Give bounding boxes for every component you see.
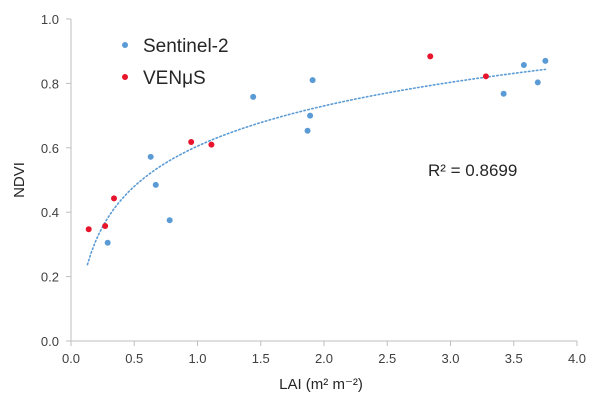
data-point-sentinel-2 xyxy=(309,77,316,84)
legend-label-venus: VENμS xyxy=(143,68,206,89)
r-squared-annotation: R² = 0.8699 xyxy=(428,161,517,180)
y-tick-label: 0.8 xyxy=(41,76,59,91)
data-point-ven-s xyxy=(111,195,118,202)
y-tick-label: 0.0 xyxy=(41,334,59,349)
x-tick-label: 2.0 xyxy=(315,351,333,366)
data-point-ven-s xyxy=(85,226,92,233)
x-tick-label: 3.5 xyxy=(505,351,523,366)
data-point-ven-s xyxy=(188,139,195,146)
data-point-sentinel-2 xyxy=(542,57,549,64)
data-point-sentinel-2 xyxy=(104,239,111,246)
data-point-sentinel-2 xyxy=(307,112,314,119)
data-point-sentinel-2 xyxy=(250,93,257,100)
y-tick-label: 1.0 xyxy=(41,12,59,27)
data-point-sentinel-2 xyxy=(520,62,527,69)
data-point-sentinel-2 xyxy=(534,79,541,86)
x-tick-label: 0.0 xyxy=(62,351,80,366)
x-tick-label: 0.5 xyxy=(125,351,143,366)
data-point-sentinel-2 xyxy=(147,153,154,160)
data-point-sentinel-2 xyxy=(152,181,159,188)
data-point-sentinel-2 xyxy=(500,90,507,97)
x-axis-title: LAI (m² m⁻²) xyxy=(279,376,363,393)
legend: Sentinel-2 VENμS xyxy=(122,36,229,89)
legend-marker-venus xyxy=(122,74,128,80)
y-tick-label: 0.6 xyxy=(41,141,59,156)
x-tick-label: 1.5 xyxy=(252,351,270,366)
trendline xyxy=(86,68,547,266)
y-tick-label: 0.2 xyxy=(41,270,59,285)
data-point-ven-s xyxy=(208,141,215,148)
data-point-sentinel-2 xyxy=(166,217,173,224)
x-tick-label: 4.0 xyxy=(568,351,586,366)
y-tick-label: 0.4 xyxy=(41,205,59,220)
data-point-ven-s xyxy=(102,223,109,230)
legend-label-sentinel-2: Sentinel-2 xyxy=(143,36,229,57)
y-axis-title: NDVI xyxy=(11,162,28,198)
x-tick-label: 2.5 xyxy=(378,351,396,366)
x-tick-label: 1.0 xyxy=(188,351,206,366)
x-tick-label: 3.0 xyxy=(441,351,459,366)
data-point-sentinel-2 xyxy=(304,127,311,134)
data-point-ven-s xyxy=(482,73,489,80)
legend-marker-sentinel-2 xyxy=(122,42,128,48)
data-point-ven-s xyxy=(427,53,434,60)
